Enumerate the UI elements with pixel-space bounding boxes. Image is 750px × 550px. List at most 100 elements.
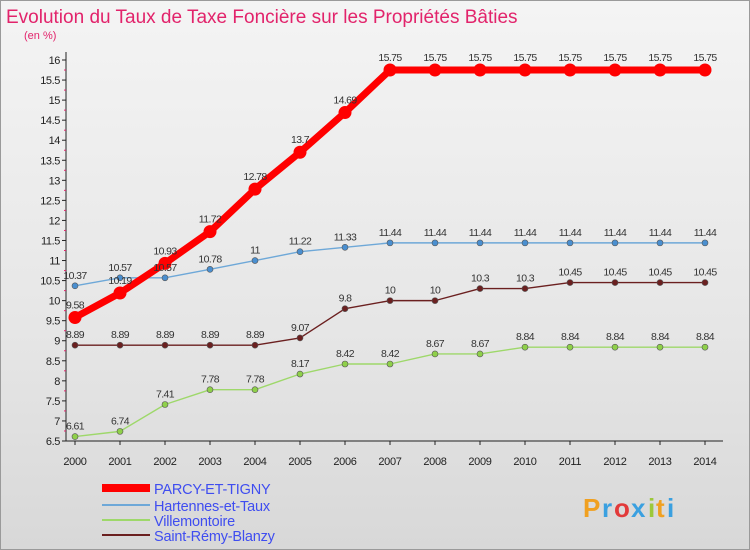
data-label: 10.93: [153, 245, 177, 257]
data-point: [158, 256, 172, 270]
data-label: 10.45: [693, 267, 717, 279]
data-point: [296, 248, 304, 256]
data-point: [116, 341, 124, 349]
data-point: [206, 386, 214, 393]
data-point: [521, 239, 529, 247]
data-label: 15.75: [648, 52, 672, 64]
data-label: 8.89: [156, 329, 175, 341]
x-tick-label: 2009: [468, 456, 491, 468]
y-tick-label: 14.5: [40, 115, 60, 127]
data-label: 15.75: [423, 52, 447, 64]
data-point: [386, 360, 394, 368]
legend-label: Saint-Rémy-Blanzy: [154, 529, 276, 545]
logo-letter: i: [648, 493, 656, 523]
x-tick-label: 2006: [333, 456, 356, 468]
y-tick-label: 10.5: [40, 276, 60, 288]
data-point: [206, 341, 214, 349]
legend-label: Villemontoire: [154, 514, 235, 530]
data-point: [518, 63, 532, 77]
data-label: 7.78: [201, 374, 220, 386]
data-label: 9.07: [291, 322, 310, 334]
data-label: 12.78: [243, 171, 267, 183]
data-label: 11.22: [289, 236, 312, 248]
x-tick-label: 2005: [288, 456, 311, 468]
logo-letter: o: [614, 493, 631, 523]
data-label: 11.44: [559, 227, 582, 239]
data-label: 8.67: [426, 338, 445, 350]
series-line-0: [73, 66, 705, 321]
data-label: 10.45: [648, 267, 672, 279]
x-tick-label: 2001: [108, 456, 131, 468]
data-point: [698, 63, 712, 77]
y-tick-label: 7: [54, 416, 60, 428]
data-point: [251, 257, 259, 264]
data-label: 10.3: [516, 273, 535, 285]
y-tick-label: 9.5: [46, 316, 60, 328]
data-label: 10.78: [198, 253, 222, 265]
data-label: 11.72: [199, 214, 222, 226]
data-label: 8.84: [516, 331, 535, 343]
point-labels: 9.58 10.19 10.93 11.72 12.78 13.7 14.69 15.75 15…: [63, 52, 718, 433]
data-label: 7.78: [246, 374, 265, 386]
logo-letter: i: [667, 493, 675, 523]
y-tick-label: 11: [49, 256, 60, 268]
data-point: [116, 274, 124, 282]
y-tick-label: 13.5: [40, 155, 60, 167]
data-label: 6.74: [111, 415, 130, 427]
x-tick-label: 2000: [63, 456, 86, 468]
data-point: [251, 341, 259, 349]
x-tick-label: 2003: [198, 456, 221, 468]
data-label: 10: [430, 285, 441, 297]
data-point: [431, 350, 439, 358]
data-point: [248, 182, 262, 196]
data-point: [428, 63, 442, 77]
data-point: [116, 428, 124, 435]
data-point: [608, 63, 622, 77]
data-label: 8.67: [471, 338, 490, 350]
x-tick-label: 2010: [513, 456, 536, 468]
data-point: [566, 239, 574, 247]
data-point: [566, 279, 574, 286]
data-point: [71, 341, 79, 349]
data-point: [386, 297, 394, 304]
data-point: [521, 343, 529, 351]
y-tick-label: 9: [54, 336, 60, 348]
data-point: [701, 279, 709, 286]
data-label: 11.44: [604, 227, 627, 239]
x-tick-label: 2013: [648, 456, 671, 468]
data-label: 10.45: [558, 267, 582, 279]
data-point: [251, 386, 259, 393]
data-point: [206, 266, 214, 273]
data-point: [296, 334, 304, 342]
data-label: 8.89: [66, 329, 85, 341]
x-tick-label: 2012: [603, 456, 626, 468]
data-label: 8.84: [561, 331, 580, 343]
y-tick-label: 8.5: [46, 356, 60, 368]
data-point: [611, 279, 619, 286]
legend-label: PARCY-ET-TIGNY: [154, 482, 271, 498]
data-point: [203, 225, 217, 239]
data-label: 6.61: [66, 421, 85, 433]
data-label: 10.57: [108, 262, 132, 274]
x-tick-label: 2008: [423, 456, 446, 468]
axes: 6.5 7 7.5 8 8.5 9 9.5 10 10.5 11 11.5 12 12.5 13 13.5 1…: [40, 52, 723, 468]
data-label: 10: [385, 285, 396, 297]
x-tick-label: 2007: [378, 456, 401, 468]
data-label: 8.84: [606, 331, 625, 343]
data-label: 15.75: [513, 52, 537, 64]
logo-letter: P: [583, 493, 601, 523]
data-label: 14.69: [333, 95, 357, 107]
data-label: 8.17: [291, 358, 310, 370]
data-label: 15.75: [378, 52, 402, 64]
y-tick-label: 12.5: [40, 195, 60, 207]
y-tick-label: 10: [49, 296, 61, 308]
logo-letter: t: [656, 493, 666, 523]
data-label: 9.58: [66, 299, 85, 311]
data-label: 10.57: [153, 262, 177, 274]
unit-label: (en %): [24, 30, 56, 42]
data-point: [161, 401, 169, 408]
data-point: [656, 343, 664, 351]
